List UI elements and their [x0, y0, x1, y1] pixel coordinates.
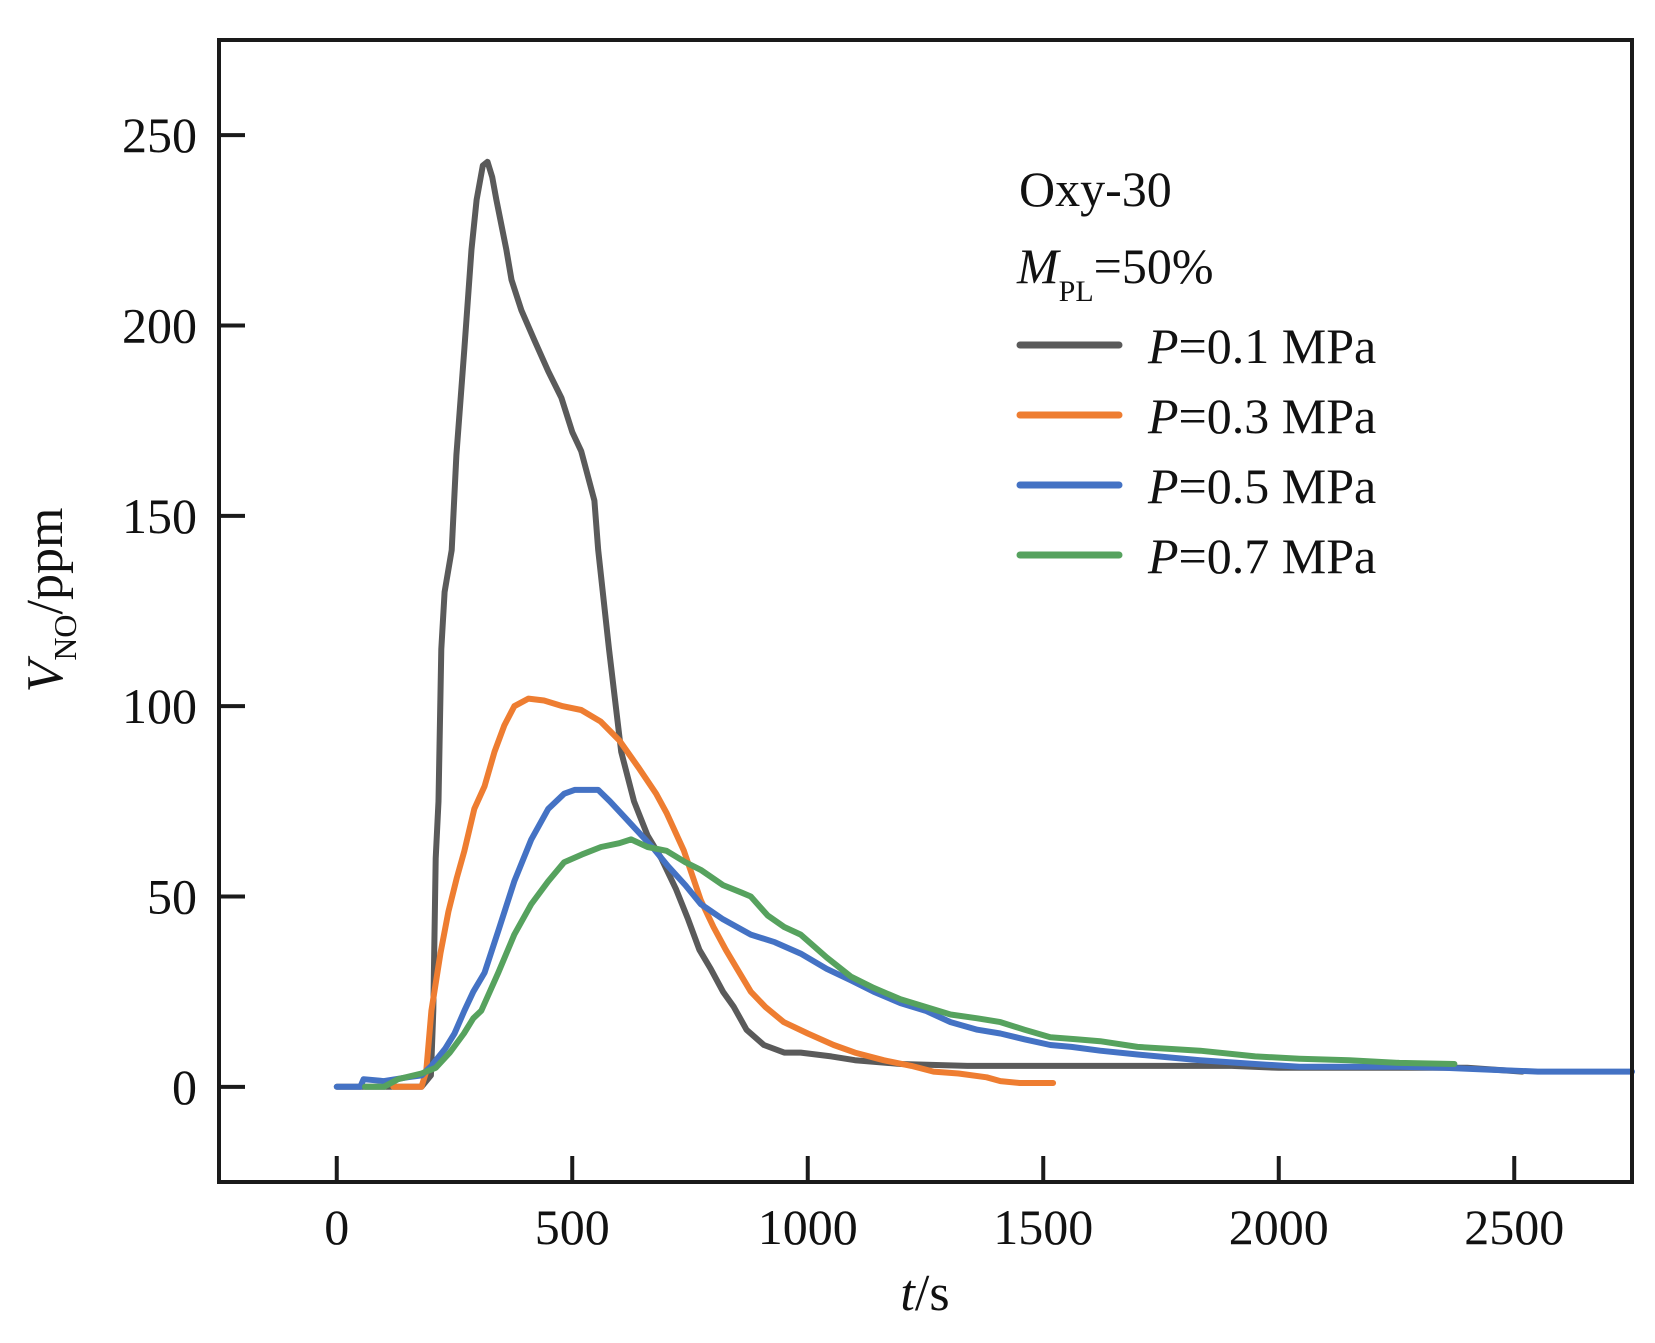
x-tick-label: 2000 [1229, 1199, 1329, 1255]
annotation-mpl: MPL=50% [1016, 238, 1214, 308]
x-tick-label: 2500 [1464, 1199, 1564, 1255]
y-axis-label-rest: /ppm [17, 508, 74, 615]
y-tick-label: 0 [172, 1059, 197, 1115]
series-line-p-0-5-mpa [333, 786, 1635, 1090]
series-line-p-0-1-mpa [333, 158, 1526, 1090]
y-tick-label: 50 [147, 869, 197, 925]
y-axis-label-main: V [17, 655, 74, 692]
x-axis-label-italic: t [900, 1265, 916, 1322]
annotation-mpl-sub: PL [1059, 275, 1094, 308]
series-line-p-0-7-mpa [362, 836, 1458, 1090]
legend-label: P=0.1 MPa [1147, 318, 1376, 374]
annotation-condition: Oxy-30 [1019, 161, 1172, 217]
legend-label: P=0.7 MPa [1147, 528, 1376, 584]
ticks-layer: 0 500 1000 1500 2000 2500 0 50 100 150 200 250 [122, 107, 1564, 1255]
annotation-mpl-rest: =50% [1094, 238, 1214, 294]
y-tick-label: 200 [122, 298, 197, 354]
legend-label: P=0.3 MPa [1147, 388, 1376, 444]
legend-entries: P=0.1 MPa P=0.3 MPa P=0.5 MPa P=0.7 MPa [1016, 318, 1376, 584]
y-tick-label: 100 [122, 678, 197, 734]
series-layer [333, 158, 1635, 1090]
x-tick-label: 0 [324, 1199, 349, 1255]
y-tick-label: 150 [122, 488, 197, 544]
series-line-p-0-3-mpa [390, 695, 1057, 1090]
x-tick-label: 500 [535, 1199, 610, 1255]
annotation-mpl-main: M [1016, 238, 1061, 294]
legend: Oxy-30 MPL=50% P=0.1 MPa P=0.3 MPa P=0.5 M… [1016, 161, 1376, 584]
plot-frame [217, 38, 1634, 1184]
x-tick-label: 1500 [993, 1199, 1093, 1255]
y-axis-label: VNO/ppm [17, 508, 83, 693]
x-tick-label: 1000 [758, 1199, 858, 1255]
legend-label: P=0.5 MPa [1147, 458, 1376, 514]
x-axis-label-rest: /s [915, 1265, 950, 1322]
x-axis-label: t/s [900, 1265, 949, 1322]
y-tick-label: 250 [122, 107, 197, 163]
y-axis-label-sub: NO [47, 614, 83, 660]
